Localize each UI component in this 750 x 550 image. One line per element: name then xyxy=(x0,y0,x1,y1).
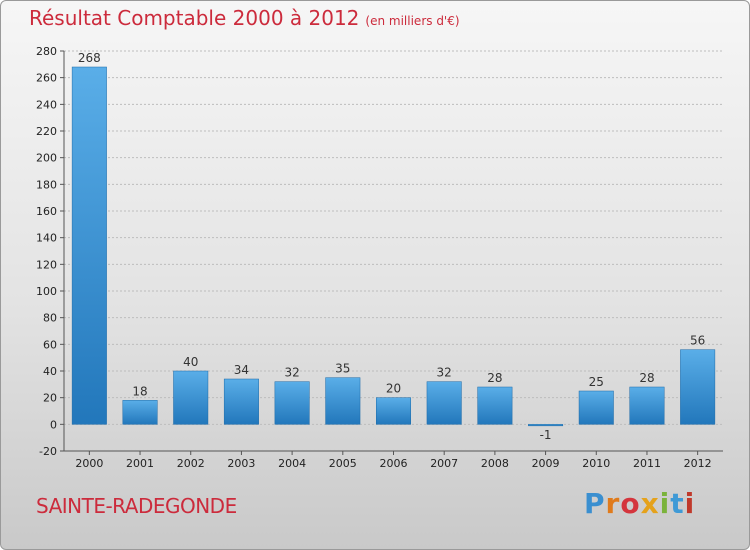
y-tick-label: 220 xyxy=(36,125,57,138)
logo-letter: r xyxy=(605,487,621,520)
bar-2006[interactable] xyxy=(376,397,411,425)
data-label: 268 xyxy=(78,51,101,65)
bar-2007[interactable] xyxy=(426,381,462,425)
x-tick-label: 2004 xyxy=(278,457,306,470)
chart-title: Résultat Comptable 2000 à 2012 (en millie… xyxy=(29,6,460,30)
data-label: 28 xyxy=(639,371,654,385)
logo-letter: t xyxy=(670,487,685,520)
logo-letter: i xyxy=(684,487,696,520)
data-label: 35 xyxy=(335,362,350,376)
data-label: 32 xyxy=(284,366,299,380)
x-tick-label: 2005 xyxy=(329,457,357,470)
x-tick-label: 2001 xyxy=(126,457,154,470)
bar-2010[interactable] xyxy=(578,390,614,425)
data-label: -1 xyxy=(540,428,552,442)
bar-2008[interactable] xyxy=(477,386,513,425)
y-tick-label: -20 xyxy=(39,445,57,458)
x-tick-label: 2003 xyxy=(227,457,255,470)
bar-2001[interactable] xyxy=(122,400,158,425)
data-label: 40 xyxy=(183,355,198,369)
data-label: 32 xyxy=(437,366,452,380)
logo-letter: P xyxy=(584,487,606,520)
y-tick-label: 80 xyxy=(43,312,57,325)
data-label: 34 xyxy=(234,363,249,377)
logo-letter: i xyxy=(659,487,671,520)
bar-2003[interactable] xyxy=(223,378,259,425)
y-tick-label: 20 xyxy=(43,392,57,405)
x-tick-label: 2009 xyxy=(532,457,560,470)
y-tick-label: 260 xyxy=(36,72,57,85)
y-tick-label: 180 xyxy=(36,178,57,191)
y-tick-label: 40 xyxy=(43,365,57,378)
x-tick-label: 2007 xyxy=(430,457,458,470)
data-label: 18 xyxy=(132,384,147,398)
chart-subtitle: (en milliers d'€) xyxy=(365,14,460,28)
x-tick-label: 2008 xyxy=(481,457,509,470)
commune-name: SAINTE-RADEGONDE xyxy=(36,494,237,518)
bar-2004[interactable] xyxy=(274,381,310,425)
data-label: 20 xyxy=(386,382,401,396)
y-tick-label: 120 xyxy=(36,258,57,271)
x-tick-label: 2012 xyxy=(684,457,712,470)
x-tick-label: 2010 xyxy=(582,457,610,470)
y-tick-label: 200 xyxy=(36,152,57,165)
bar-2000[interactable] xyxy=(71,66,107,425)
data-label: 56 xyxy=(690,334,705,348)
y-tick-label: 0 xyxy=(50,418,57,431)
x-tick-label: 2011 xyxy=(633,457,661,470)
y-tick-label: 140 xyxy=(36,232,57,245)
y-tick-label: 240 xyxy=(36,98,57,111)
bar-2005[interactable] xyxy=(325,377,361,425)
logo-letter: x xyxy=(640,487,660,520)
y-tick-label: 160 xyxy=(36,205,57,218)
logo-letter: o xyxy=(620,487,641,520)
y-tick-label: 280 xyxy=(36,45,57,58)
x-tick-label: 2006 xyxy=(380,457,408,470)
bar-2009[interactable] xyxy=(528,424,564,427)
x-tick-label: 2000 xyxy=(75,457,103,470)
y-tick-label: 100 xyxy=(36,285,57,298)
bar-2012[interactable] xyxy=(680,349,716,425)
y-tick-label: 60 xyxy=(43,338,57,351)
data-label: 28 xyxy=(487,371,502,385)
bar-2002[interactable] xyxy=(173,370,209,425)
proxiti-logo[interactable]: Proxiti xyxy=(584,487,695,520)
data-label: 25 xyxy=(589,375,604,389)
bar-2011[interactable] xyxy=(629,386,665,425)
x-tick-label: 2002 xyxy=(177,457,205,470)
